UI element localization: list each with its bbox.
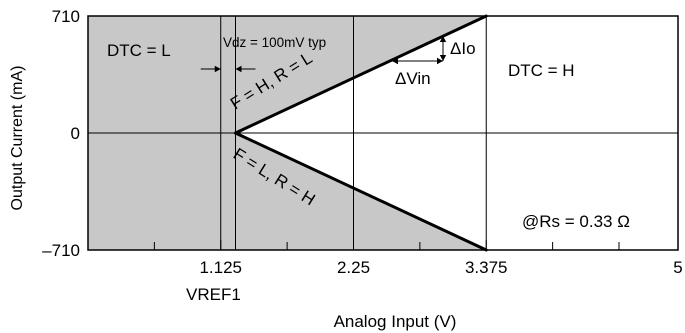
axis-ticks: 1.125 2.25 3.375 5 710 0 –710 [42, 7, 683, 277]
arrow-head [439, 55, 447, 61]
arrow-head [214, 65, 221, 73]
y-axis-label: Output Current (mA) [9, 66, 26, 211]
region-label-dtc-l: DTC = L [107, 41, 171, 60]
arrow-head [439, 36, 447, 42]
series-line [234, 131, 488, 252]
dimension-arrows [200, 36, 447, 73]
x-tick-label: 2.25 [337, 258, 370, 277]
vref-label: VREF1 [186, 285, 241, 304]
delta-vin-label: ΔVin [395, 69, 431, 88]
y-tick-label: 0 [71, 124, 80, 143]
y-tick-label: –710 [42, 241, 80, 260]
series-line [234, 14, 488, 135]
arrow-head [437, 57, 443, 65]
x-tick-label: 5 [673, 258, 682, 277]
series-layer [234, 14, 488, 252]
rs-annotation: @Rs = 0.33 Ω [522, 212, 630, 231]
arrow-head [392, 57, 398, 65]
plot-frame [87, 15, 679, 251]
vdz-annotation: Vdz = 100mV typ [223, 35, 326, 50]
y-tick-label: 710 [52, 7, 80, 26]
delta-io-label: ΔIo [450, 39, 476, 58]
shaded-area [88, 16, 487, 250]
x-tick-label: 3.375 [465, 258, 508, 277]
arrow-head [235, 65, 242, 73]
region-label-dtc-h: DTC = H [508, 61, 575, 80]
x-axis-label: Analog Input (V) [334, 312, 457, 331]
x-tick-label: 1.125 [199, 258, 242, 277]
shaded-region [88, 16, 487, 250]
